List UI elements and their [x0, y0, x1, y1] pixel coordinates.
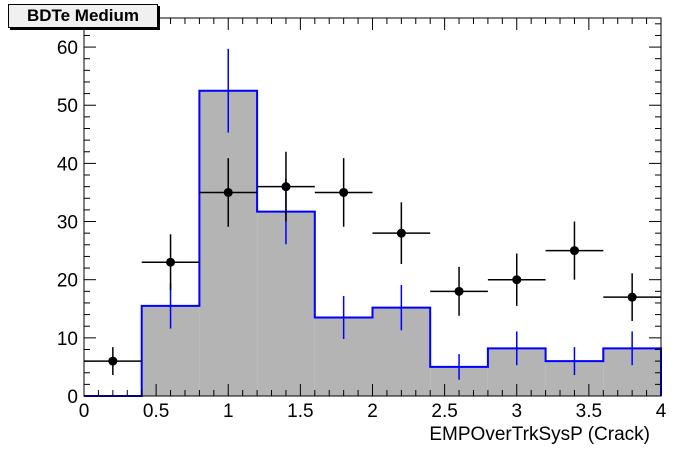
data-point	[512, 275, 522, 285]
x-tick-label: 1	[223, 401, 234, 422]
data-point	[396, 228, 406, 238]
x-axis-label: EMPOverTrkSysP (Crack)	[429, 424, 650, 445]
y-tick-label: 50	[57, 96, 78, 117]
y-tick-label: 60	[57, 38, 78, 59]
data-point	[166, 257, 176, 267]
data-point	[108, 356, 118, 366]
x-tick-label: 1.5	[287, 401, 313, 422]
data-point	[223, 187, 233, 197]
y-tick-label: 30	[57, 213, 78, 234]
histogram-outline	[84, 89, 662, 397]
data-points	[84, 151, 661, 376]
y-tick-label: 10	[57, 329, 78, 350]
y-tick-label: 0	[67, 387, 78, 408]
x-tick-label: 3.5	[576, 401, 602, 422]
histogram-bin	[199, 90, 258, 396]
data-point	[627, 292, 637, 302]
x-tick-label: 3	[511, 401, 522, 422]
x-tick-label: 0	[79, 401, 90, 422]
y-tick-label: 20	[57, 271, 78, 292]
x-tick-label: 2	[367, 401, 378, 422]
chart-title: BDTe Medium	[8, 4, 158, 28]
y-tick-label: 40	[57, 154, 78, 175]
data-point	[569, 246, 579, 256]
data-point	[281, 182, 291, 192]
data-point	[454, 286, 464, 296]
x-tick-label: 2.5	[431, 401, 457, 422]
data-point	[339, 187, 349, 197]
x-tick-label: 4	[656, 401, 667, 422]
x-tick-label: 0.5	[143, 401, 169, 422]
